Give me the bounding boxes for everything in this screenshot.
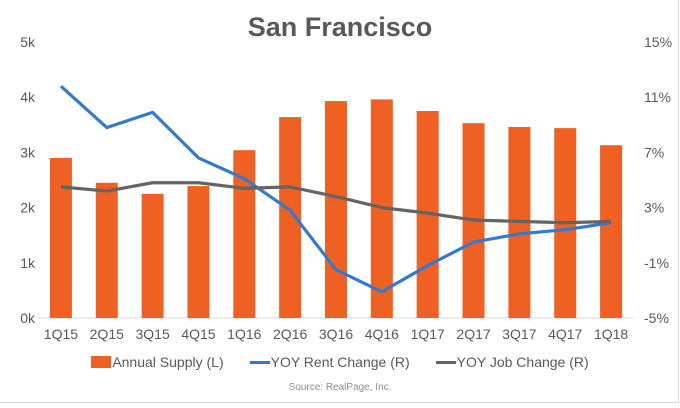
legend-swatch-rent bbox=[249, 360, 270, 364]
bar-annual-supply bbox=[600, 145, 623, 318]
chart-title: San Francisco bbox=[247, 12, 433, 42]
right-tick-label: 7% bbox=[644, 144, 664, 160]
legend-swatch-job bbox=[435, 360, 456, 364]
x-tick-label: 2Q15 bbox=[90, 326, 124, 342]
x-tick-label: 1Q17 bbox=[411, 326, 445, 342]
right-tick-label: -1% bbox=[644, 255, 669, 271]
legend-label-job: YOY Job Change (R) bbox=[456, 354, 589, 370]
x-tick-label: 1Q16 bbox=[227, 326, 261, 342]
x-tick-label: 2Q16 bbox=[273, 326, 307, 342]
left-tick-label: 4k bbox=[20, 89, 36, 105]
x-tick-label: 1Q18 bbox=[594, 326, 628, 342]
source-note: Source: RealPage, Inc. bbox=[288, 382, 392, 393]
x-tick-label: 1Q15 bbox=[44, 326, 78, 342]
bar-annual-supply bbox=[233, 150, 256, 318]
left-tick-label: 3k bbox=[20, 144, 36, 160]
bar-annual-supply bbox=[187, 186, 210, 318]
x-tick-label: 2Q17 bbox=[456, 326, 490, 342]
x-tick-label: 4Q15 bbox=[181, 326, 215, 342]
x-tick-label: 3Q15 bbox=[135, 326, 169, 342]
left-tick-label: 0k bbox=[20, 310, 36, 326]
x-tick-label: 3Q17 bbox=[502, 326, 536, 342]
legend-item-supply: Annual Supply (L) bbox=[91, 354, 224, 370]
left-tick-label: 2k bbox=[20, 200, 36, 216]
x-tick-label: 4Q17 bbox=[548, 326, 582, 342]
legend: Annual Supply (L) YOY Rent Change (R) YO… bbox=[0, 354, 680, 370]
bar-annual-supply bbox=[279, 117, 302, 319]
bar-annual-supply bbox=[95, 182, 118, 318]
legend-item-job: YOY Job Change (R) bbox=[435, 354, 589, 370]
legend-swatch-supply bbox=[91, 356, 112, 368]
right-tick-label: 15% bbox=[644, 34, 672, 50]
bar-annual-supply bbox=[49, 157, 72, 318]
legend-item-rent: YOY Rent Change (R) bbox=[249, 354, 410, 370]
bar-annual-supply bbox=[141, 193, 164, 318]
left-tick-label: 5k bbox=[20, 34, 36, 50]
left-tick-label: 1k bbox=[20, 255, 36, 271]
x-tick-label: 3Q16 bbox=[319, 326, 353, 342]
legend-label-supply: Annual Supply (L) bbox=[112, 354, 224, 370]
legend-label-rent: YOY Rent Change (R) bbox=[270, 354, 410, 370]
bar-annual-supply bbox=[325, 101, 347, 319]
right-tick-label: -5% bbox=[644, 310, 669, 326]
x-tick-label: 4Q16 bbox=[365, 326, 399, 342]
right-tick-label: 3% bbox=[644, 200, 664, 216]
right-tick-label: 11% bbox=[644, 89, 671, 105]
